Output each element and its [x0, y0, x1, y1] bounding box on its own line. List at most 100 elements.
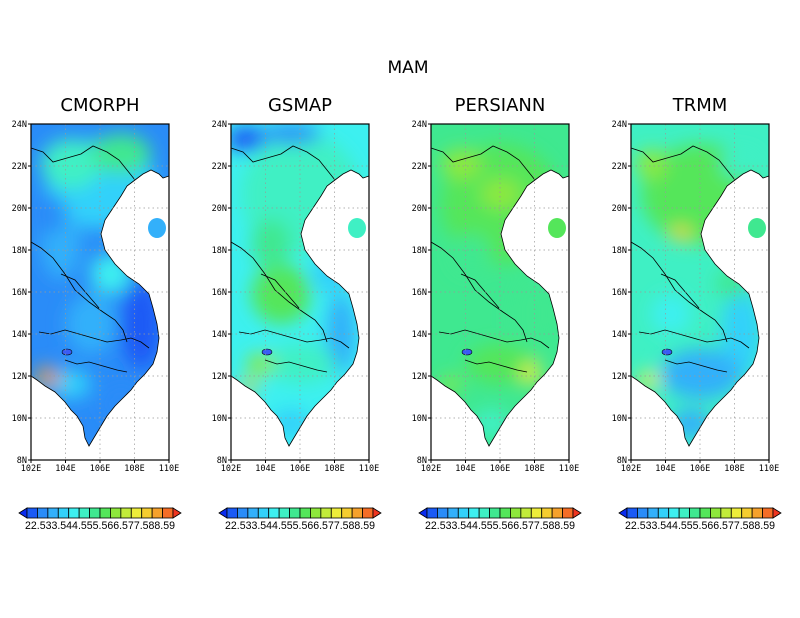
- colorbar-swatch: [647, 507, 659, 519]
- field-blob: [91, 134, 151, 174]
- lat-tick-label: 12N: [212, 372, 227, 382]
- colorbar-swatch: [699, 507, 711, 519]
- field-blob: [639, 371, 659, 389]
- colorbar-swatch: [657, 507, 670, 519]
- field-blob: [651, 294, 691, 334]
- lon-tick-label: 102E: [221, 464, 241, 474]
- lat-tick-label: 10N: [412, 414, 427, 424]
- lon-tick-label: 102E: [621, 464, 641, 474]
- lat-tick-label: 24N: [212, 120, 227, 130]
- colorbar-swatch: [668, 507, 680, 519]
- country-borders: [30, 145, 170, 447]
- colorbar: 22.533.544.555.566.577.588.59: [418, 507, 582, 532]
- colorbar-swatch: [710, 507, 722, 519]
- lat-tick-label: 20N: [212, 204, 227, 214]
- coastline: [630, 169, 770, 447]
- lat-tick-label: 18N: [412, 246, 427, 256]
- colorbar-labels: 22.533.544.555.566.577.588.59: [25, 520, 175, 532]
- lat-tick-label: 18N: [12, 246, 27, 256]
- colorbar-swatch: [478, 507, 490, 519]
- colorbar-extend-high: [372, 507, 382, 519]
- lon-tick-label: 104E: [255, 464, 275, 474]
- tonle-sap-lake: [661, 348, 673, 356]
- lat-tick-label: 20N: [612, 204, 627, 214]
- tonle-sap-lake: [61, 348, 73, 356]
- lat-tick-label: 16N: [12, 288, 27, 298]
- colorbar-swatch: [510, 507, 522, 519]
- field-blob: [261, 124, 321, 144]
- lat-tick-label: 20N: [412, 204, 427, 214]
- map-panel: CMORPH 102E 104E 106E 108E 110E 24N 22N 20N 18N 16…: [12, 95, 182, 532]
- field-blob: [266, 344, 336, 384]
- colorbar-labels: 22.533.544.555.566.577.588.59: [425, 520, 575, 532]
- lat-tick-label: 10N: [212, 414, 227, 424]
- gridlines: [631, 124, 769, 460]
- gridlines: [231, 124, 369, 460]
- colorbar-extend-low: [418, 507, 428, 519]
- tonle-sap-lake: [261, 348, 273, 356]
- field-blob: [466, 344, 536, 384]
- colorbar-swatch: [689, 507, 701, 519]
- colorbar-swatch: [426, 507, 438, 519]
- field-blob: [441, 149, 481, 179]
- colorbar-swatch: [141, 507, 153, 519]
- lon-tick-label: 108E: [524, 464, 544, 474]
- lat-tick-label: 14N: [412, 330, 427, 340]
- lat-tick-label: 10N: [612, 414, 627, 424]
- lon-tick-label: 108E: [124, 464, 144, 474]
- colorbar-swatch: [437, 507, 449, 519]
- colorbar-swatch: [99, 507, 111, 519]
- coastline: [430, 169, 570, 447]
- colorbar-labels: 22.533.544.555.566.577.588.59: [225, 520, 375, 532]
- colorbar-swatch: [247, 507, 259, 519]
- lat-tick-label: 8N: [17, 456, 27, 466]
- colorbar-swatch: [47, 507, 59, 519]
- colorbar-extend-high: [772, 507, 782, 519]
- hainan-island: [548, 218, 566, 238]
- lat-tick-label: 22N: [412, 162, 427, 172]
- colorbar-swatch: [626, 507, 638, 519]
- colorbar-extend-low: [618, 507, 628, 519]
- colorbar-swatch: [320, 507, 332, 519]
- lat-tick-label: 24N: [612, 120, 627, 130]
- lon-tick-label: 106E: [290, 464, 310, 474]
- field-blob: [66, 294, 116, 354]
- colorbar-swatch: [37, 507, 49, 519]
- coastline: [30, 169, 170, 447]
- hainan-island: [748, 218, 766, 238]
- lon-tick-label: 104E: [455, 464, 475, 474]
- colorbar-swatch: [351, 507, 363, 519]
- lon-tick-label: 106E: [90, 464, 110, 474]
- field-blob: [36, 194, 66, 234]
- lon-tick-label: 106E: [490, 464, 510, 474]
- field-blob: [671, 227, 691, 241]
- colorbar-extend-low: [18, 507, 28, 519]
- colorbar-swatch: [362, 507, 374, 519]
- colorbar-swatch: [330, 507, 343, 519]
- field-blob: [451, 234, 491, 274]
- map-panel: PERSIANN 102E 104E 106E 108E 110E 24N 22N 20N 18N…: [412, 95, 582, 532]
- lat-tick-label: 22N: [12, 162, 27, 172]
- field-blob: [326, 294, 356, 374]
- country-borders: [430, 145, 570, 447]
- colorbar-extend-high: [572, 507, 582, 519]
- lat-tick-label: 8N: [217, 456, 227, 466]
- colorbar-swatch: [562, 507, 574, 519]
- lat-tick-label: 16N: [212, 288, 227, 298]
- colorbar: 22.533.544.555.566.577.588.59: [618, 507, 782, 532]
- tonle-sap-lake: [461, 348, 473, 356]
- colorbar-swatch: [447, 507, 459, 519]
- lat-tick-label: 14N: [12, 330, 27, 340]
- colorbar-swatch: [89, 507, 101, 519]
- map-panel: GSMAP 102E 104E 106E 108E 110E 24N 22N 20N 18N 16N…: [212, 95, 382, 532]
- colorbar-swatch: [226, 507, 238, 519]
- field-blob: [246, 354, 276, 374]
- lat-tick-label: 10N: [12, 414, 27, 424]
- colorbar-swatch: [110, 507, 122, 519]
- field-blob: [661, 349, 741, 399]
- colorbar-swatch: [468, 507, 480, 519]
- panel-group: CMORPH 102E 104E 106E 108E 110E 24N 22N 20N 18N 16…: [12, 95, 782, 532]
- lat-tick-label: 16N: [412, 288, 427, 298]
- colorbar-swatch: [120, 507, 132, 519]
- lat-tick-label: 22N: [612, 162, 627, 172]
